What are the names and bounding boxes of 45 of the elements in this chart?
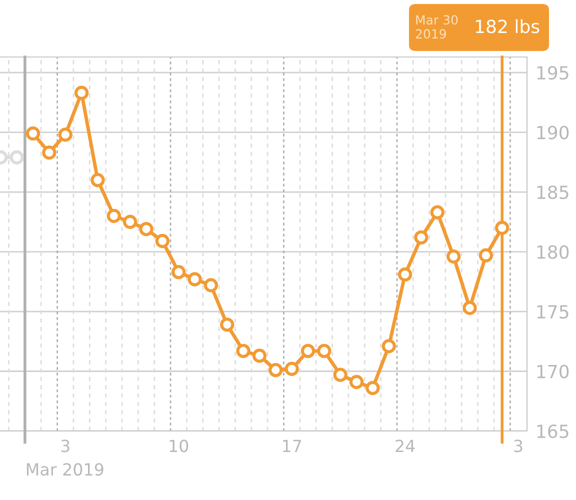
- x-tick-label: 17: [283, 440, 302, 452]
- point: [26, 126, 40, 141]
- point: [122, 214, 138, 229]
- point: [462, 300, 477, 316]
- x-axis-title: Mar 2019: [26, 463, 104, 476]
- point: [300, 344, 316, 358]
- point: [430, 205, 444, 220]
- y-tick-label: 170: [537, 364, 569, 378]
- point: [478, 248, 494, 262]
- point: [317, 344, 332, 358]
- x-tick-label: 10: [170, 440, 188, 452]
- point: [172, 264, 186, 280]
- y-tick-label: 185: [537, 185, 568, 200]
- y-tick-label: 190: [537, 126, 569, 140]
- point: [188, 272, 202, 286]
- point: [236, 344, 250, 358]
- x-tick-label: 3: [514, 440, 522, 452]
- point: [382, 339, 396, 354]
- point: [139, 222, 154, 236]
- point: [106, 208, 121, 224]
- point: [398, 267, 412, 282]
- point: [155, 234, 170, 248]
- point: [268, 362, 283, 378]
- point: [495, 220, 510, 235]
- point: [74, 86, 89, 100]
- y-tick-label: 195: [537, 66, 568, 80]
- y-tick-label: 165: [537, 424, 568, 438]
- y-tick-label: 180: [537, 245, 569, 259]
- point: [333, 368, 348, 382]
- point: [58, 128, 72, 142]
- point: [284, 362, 299, 376]
- x-tick-label: 3: [61, 440, 70, 452]
- x-tick-label: 24: [396, 440, 415, 452]
- point: [349, 374, 364, 390]
- text: 182 lbs: [476, 19, 540, 34]
- point: [366, 380, 380, 396]
- point: [220, 318, 234, 332]
- point: [42, 146, 56, 160]
- point: [90, 172, 105, 188]
- y-tick-label: 175: [537, 305, 568, 319]
- point: [414, 230, 428, 245]
- point: [252, 348, 267, 363]
- point: [446, 249, 461, 264]
- text: Mar 30 2019: [416, 15, 458, 39]
- point: [204, 278, 218, 292]
